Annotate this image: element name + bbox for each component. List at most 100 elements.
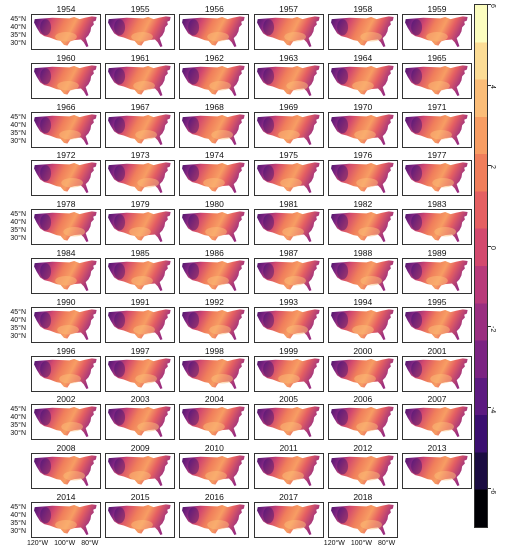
us-temperature-map bbox=[256, 357, 320, 389]
year-map-panel: 1968 bbox=[179, 102, 250, 148]
panel-year-label: 2015 bbox=[130, 492, 150, 502]
panel-year-label: 1959 bbox=[427, 4, 447, 14]
us-temperature-map bbox=[405, 309, 468, 340]
panel-year-label: 2003 bbox=[130, 394, 150, 405]
latitude-label: 45°N bbox=[10, 211, 26, 219]
us-temperature-map bbox=[34, 504, 97, 535]
cool-region bbox=[411, 263, 423, 280]
map-frame bbox=[105, 111, 176, 148]
panel-year-label: 1978 bbox=[56, 199, 76, 210]
cool-region bbox=[40, 165, 52, 182]
us-outline bbox=[34, 504, 97, 535]
map-frame bbox=[179, 14, 250, 50]
us-temperature-map bbox=[108, 455, 171, 487]
latitude-label: 30°N bbox=[10, 528, 26, 535]
us-outline bbox=[34, 65, 97, 96]
us-outline bbox=[405, 260, 468, 291]
panel-year-label: 1970 bbox=[353, 101, 373, 112]
cool-region bbox=[188, 360, 200, 377]
warm-region bbox=[131, 32, 154, 42]
us-outline bbox=[405, 309, 468, 340]
year-map-panel: 1964 bbox=[327, 53, 398, 99]
year-map-panel: 1972 bbox=[31, 150, 101, 197]
panel-year-label: 1998 bbox=[204, 345, 224, 356]
us-temperature-map bbox=[330, 504, 394, 535]
longitude-label: 80°W bbox=[377, 540, 396, 547]
warm-region bbox=[55, 276, 77, 286]
us-temperature-map bbox=[108, 504, 171, 535]
latitude-label: 40°N bbox=[10, 24, 26, 31]
cool-region bbox=[411, 19, 423, 36]
map-frame bbox=[253, 453, 324, 490]
cool-region bbox=[411, 67, 423, 85]
us-temperature-map bbox=[108, 357, 171, 389]
us-temperature-map bbox=[34, 260, 97, 291]
warm-region bbox=[137, 422, 160, 432]
year-map-panel: 2014 bbox=[31, 492, 101, 538]
us-outline bbox=[256, 113, 320, 145]
panel-year-label: 2016 bbox=[204, 492, 224, 502]
warm-region bbox=[209, 80, 232, 91]
year-map-panel: 1996 bbox=[31, 346, 101, 392]
year-map-panel: 1981 bbox=[253, 199, 324, 246]
map-frame bbox=[179, 209, 250, 246]
cool-region bbox=[40, 507, 52, 524]
us-outline bbox=[108, 309, 171, 340]
latitude-label: 35°N bbox=[10, 422, 26, 430]
us-temperature-map bbox=[108, 406, 171, 438]
year-map-panel: 1986 bbox=[179, 248, 250, 294]
year-map-panel: 1966 bbox=[31, 102, 101, 148]
us-temperature-map bbox=[330, 65, 394, 96]
us-temperature-map bbox=[405, 211, 468, 243]
panel-year-label: 2007 bbox=[427, 394, 447, 405]
year-map-panel: 1977 bbox=[402, 150, 472, 197]
year-map-panel: 1959 bbox=[402, 4, 472, 50]
panel-year-label: 1956 bbox=[204, 4, 224, 14]
map-frame bbox=[402, 14, 472, 50]
year-map-panel: 1991 bbox=[105, 297, 176, 343]
map-frame bbox=[402, 258, 472, 294]
legend-tick bbox=[488, 165, 491, 167]
map-frame bbox=[179, 258, 250, 294]
panel-year-label: 1997 bbox=[130, 345, 150, 356]
latitude-label: 35°N bbox=[10, 227, 26, 235]
us-temperature-map bbox=[330, 406, 394, 438]
legend-tick bbox=[488, 326, 491, 328]
warm-region bbox=[360, 32, 382, 42]
us-temperature-map bbox=[108, 260, 171, 291]
year-map-panel: 1998 bbox=[179, 345, 250, 392]
map-frame bbox=[402, 355, 472, 392]
cool-region bbox=[114, 360, 126, 377]
cool-region bbox=[336, 507, 348, 524]
panel-year-label: 2013 bbox=[427, 443, 447, 454]
warm-region bbox=[428, 324, 450, 335]
us-outline bbox=[108, 16, 171, 47]
us-temperature-map bbox=[108, 113, 171, 145]
us-temperature-map bbox=[182, 309, 245, 340]
cool-region bbox=[411, 165, 423, 182]
year-map-panel: 1983 bbox=[402, 199, 472, 246]
cool-region bbox=[40, 263, 52, 280]
map-frame bbox=[31, 62, 101, 99]
year-map-panel: 1962 bbox=[179, 53, 250, 99]
us-outline bbox=[330, 162, 394, 194]
panel-year-label: 1966 bbox=[56, 101, 76, 112]
us-temperature-map bbox=[256, 455, 320, 487]
warm-region bbox=[434, 227, 457, 237]
cool-region bbox=[188, 214, 200, 231]
map-frame bbox=[327, 111, 398, 148]
latitude-label: 40°N bbox=[10, 121, 26, 129]
warm-region bbox=[283, 32, 306, 42]
latitude-label: 45°N bbox=[10, 113, 26, 121]
warm-region bbox=[205, 227, 228, 237]
year-map-panel: 1984 bbox=[31, 248, 101, 294]
warm-region bbox=[285, 80, 308, 91]
cool-region bbox=[262, 458, 274, 475]
us-temperature-map bbox=[256, 65, 320, 96]
panel-year-label: 2011 bbox=[279, 443, 298, 454]
cool-region bbox=[114, 409, 126, 426]
map-frame bbox=[253, 306, 324, 343]
panel-year-label: 1972 bbox=[56, 150, 76, 161]
cool-region bbox=[114, 214, 126, 231]
year-map-panel: 1965 bbox=[402, 53, 472, 99]
